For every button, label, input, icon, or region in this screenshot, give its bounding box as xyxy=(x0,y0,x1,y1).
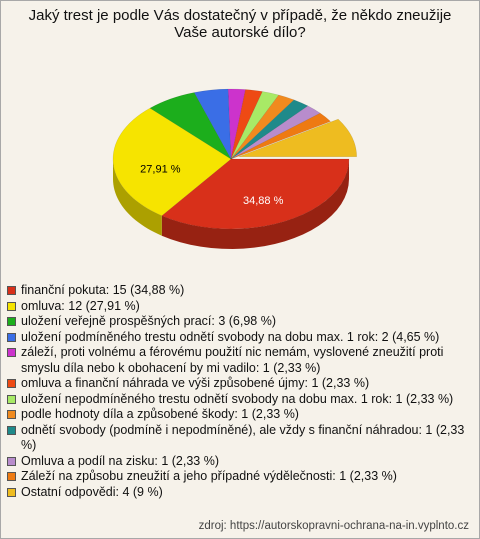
legend-swatch xyxy=(7,286,16,295)
slice xyxy=(230,99,309,160)
slice xyxy=(193,88,232,160)
legend-item: omluva a finanční náhrada ve výši způsob… xyxy=(7,376,469,392)
legend-label: odnětí svobody (podmíně i nepodmíněné), … xyxy=(21,422,465,453)
slice xyxy=(230,91,280,160)
legend-item: uložení podmíněného trestu odnětí svobod… xyxy=(7,330,469,346)
legend-swatch xyxy=(7,379,16,388)
legend-item: finanční pokuta: 15 (34,88 %) xyxy=(7,283,469,299)
legend: finanční pokuta: 15 (34,88 %) omluva: 12 … xyxy=(7,283,469,500)
value-label: 34,88 % xyxy=(243,195,284,207)
slice xyxy=(112,107,232,216)
legend-swatch xyxy=(7,410,16,419)
slice-side xyxy=(113,159,162,236)
slice xyxy=(230,112,331,160)
legend-item: odnětí svobody (podmíně i nepodmíněné), … xyxy=(7,423,469,454)
value-label: 27,91 % xyxy=(140,163,181,175)
legend-swatch xyxy=(7,348,16,357)
legend-item: uložení veřejně prospěšných prací: 3 (6,… xyxy=(7,314,469,330)
legend-label: omluva a finanční náhrada ve výši způsob… xyxy=(21,376,370,390)
legend-item: podle hodnoty díla a způsobené škody: 1 … xyxy=(7,407,469,423)
legend-item: Omluva a podíl na zisku: 1 (2,33 %) xyxy=(7,454,469,470)
legend-swatch xyxy=(7,456,16,466)
slice xyxy=(227,88,246,160)
legend-item: záleží, proti volnému a férovému použití… xyxy=(7,345,469,376)
legend-item: uložení nepodmíněného trestu odnětí svob… xyxy=(7,392,469,408)
legend-swatch xyxy=(7,472,16,481)
pie: 34,88 % 27,91 % xyxy=(112,88,357,249)
legend-swatch xyxy=(7,332,16,342)
slice xyxy=(230,94,295,160)
legend-item: omluva: 12 (27,91 %) xyxy=(7,299,469,315)
chart-title: Jaký trest je podle Vás dostatečný v pří… xyxy=(28,7,452,41)
slice xyxy=(230,89,263,160)
slice xyxy=(149,92,232,160)
legend-label: finanční pokuta: 15 (34,88 %) xyxy=(21,283,185,297)
legend-label: uložení nepodmíněného trestu odnětí svob… xyxy=(21,391,454,406)
legend-swatch xyxy=(7,317,16,326)
legend-label: Záleží na způsobu zneužití a jeho případ… xyxy=(21,469,397,483)
legend-label: uložení podmíněného trestu odnětí svobod… xyxy=(21,329,440,344)
legend-swatch xyxy=(7,487,16,497)
source: zdroj: https://autorskopravni-ochrana-na… xyxy=(198,520,469,532)
slice xyxy=(161,158,350,230)
slice xyxy=(238,118,357,158)
legend-label: Omluva a podíl na zisku: 1 (2,33 %) xyxy=(21,453,220,468)
slice xyxy=(230,105,321,160)
legend-item: Ostatní odpovědi: 4 (9 %) xyxy=(7,485,469,501)
legend-swatch xyxy=(7,301,16,311)
legend-swatch xyxy=(7,394,16,404)
legend-swatch xyxy=(7,425,16,435)
slice-side xyxy=(161,159,349,249)
legend-item: Záleží na způsobu zneužití a jeho případ… xyxy=(7,469,469,485)
legend-label: podle hodnoty díla a způsobené škody: 1 … xyxy=(21,407,299,421)
legend-label: omluva: 12 (27,91 %) xyxy=(21,298,140,313)
legend-label: uložení veřejně prospěšných prací: 3 (6,… xyxy=(21,314,276,328)
legend-label: záleží, proti volnému a férovému použití… xyxy=(21,345,444,375)
legend-label: Ostatní odpovědi: 4 (9 %) xyxy=(21,484,163,499)
